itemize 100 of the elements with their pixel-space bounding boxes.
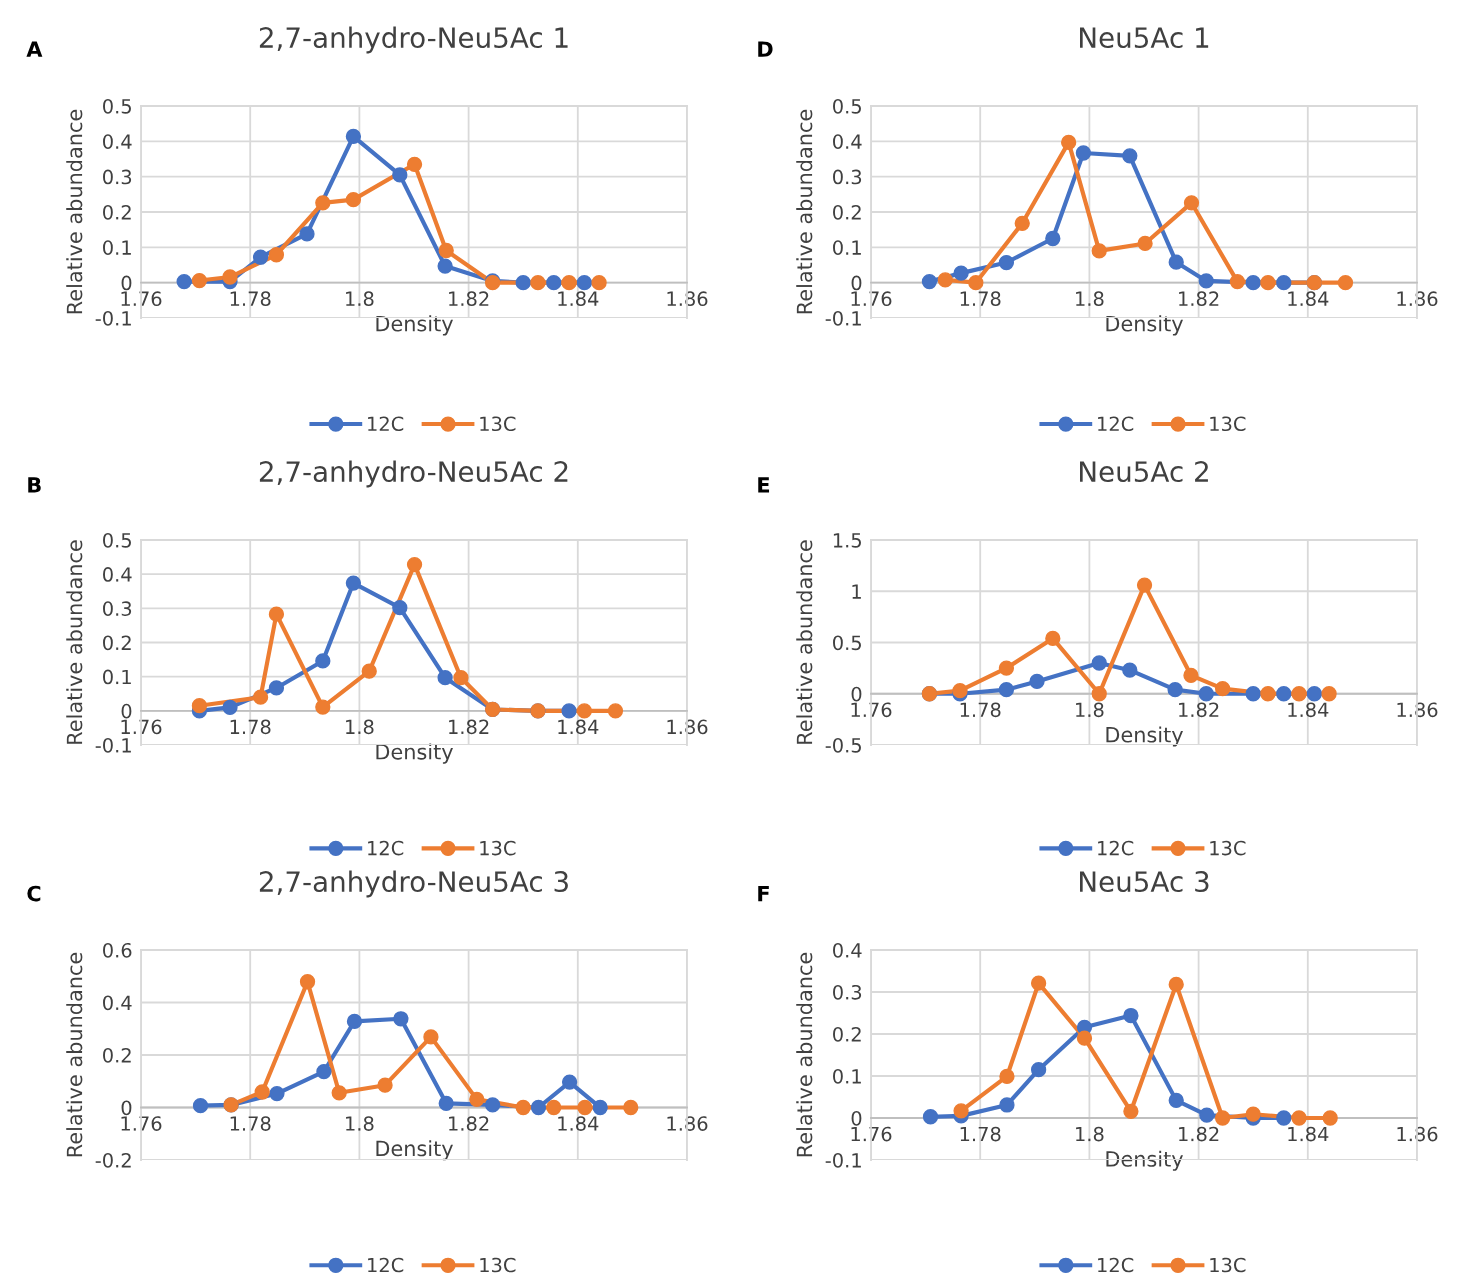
x-tick-label: 1.78 bbox=[230, 1116, 271, 1131]
x-tick-label: 1.86 bbox=[667, 719, 708, 735]
y-tick-label: 0.3 bbox=[103, 601, 132, 616]
y-tick-label: 0 bbox=[851, 275, 862, 291]
legend-label: 13C bbox=[480, 1257, 516, 1273]
x-tick-label: 1.76 bbox=[121, 291, 162, 307]
legend-label: 13C bbox=[480, 416, 516, 432]
y-tick-label: 0.1 bbox=[833, 240, 861, 255]
y-axis-title: Relative abundance bbox=[796, 109, 813, 314]
y-tick-label: -0.5 bbox=[825, 737, 861, 753]
x-tick-label: 1.86 bbox=[667, 1116, 708, 1131]
x-tick-label: 1.84 bbox=[1288, 702, 1329, 718]
legend-label: 13C bbox=[1210, 840, 1246, 856]
text: D bbox=[758, 41, 773, 57]
y-tick-label: 1.5 bbox=[833, 533, 861, 548]
y-tick-label: 0.2 bbox=[833, 204, 861, 220]
x-tick-label: 1.8 bbox=[346, 291, 374, 307]
y-tick-label: 0.2 bbox=[103, 204, 131, 220]
x-tick-label: 1.82 bbox=[449, 1116, 489, 1131]
x-tick-label: 1.82 bbox=[449, 291, 489, 307]
y-axis-title: Relative abundance bbox=[66, 952, 83, 1157]
x-tick-label: 1.76 bbox=[121, 1116, 162, 1131]
chart-title: Neu5Ac 2 bbox=[1080, 461, 1208, 483]
x-tick-label: 1.84 bbox=[558, 1116, 599, 1131]
y-tick-label: 0.4 bbox=[103, 995, 132, 1011]
x-tick-label: 1.8 bbox=[1076, 291, 1104, 307]
y-tick-label: 0 bbox=[121, 275, 132, 291]
y-tick-label: -0.1 bbox=[95, 310, 131, 326]
text: E bbox=[758, 477, 770, 493]
y-axis-title: Relative abundance bbox=[66, 109, 83, 314]
text: C bbox=[27, 885, 41, 902]
x-tick-label: 1.76 bbox=[851, 1126, 892, 1142]
x-tick-label: 1.76 bbox=[851, 291, 892, 307]
x-tick-label: 1.84 bbox=[558, 719, 599, 735]
y-tick-label: 0.1 bbox=[103, 240, 131, 255]
y-tick-label: 0.1 bbox=[103, 669, 131, 685]
chart-title: 2,7-anhydro-Neu5Ac 3 bbox=[259, 870, 568, 898]
y-tick-label: 1 bbox=[852, 584, 861, 599]
y-tick-label: 0 bbox=[851, 686, 862, 702]
chart-title: Neu5Ac 3 bbox=[1080, 871, 1209, 893]
x-tick-label: 1.8 bbox=[346, 1116, 374, 1131]
legend-label: 12C bbox=[1098, 1257, 1134, 1273]
y-tick-label: 0 bbox=[121, 703, 132, 719]
x-tick-label: 1.78 bbox=[230, 291, 271, 307]
legend-label: 12C bbox=[1098, 840, 1134, 856]
x-tick-label: 1.78 bbox=[960, 291, 1001, 307]
x-axis-title: Density bbox=[376, 1140, 453, 1161]
y-tick-label: 0.4 bbox=[103, 567, 132, 582]
y-tick-label: 0.1 bbox=[833, 1068, 861, 1084]
y-tick-label: 0 bbox=[851, 1110, 862, 1126]
x-tick-label: 1.86 bbox=[667, 291, 708, 307]
text: B bbox=[28, 477, 41, 493]
legend-label: 13C bbox=[1210, 416, 1246, 432]
x-tick-label: 1.82 bbox=[1179, 1126, 1219, 1142]
y-axis-title: Relative abundance bbox=[66, 540, 83, 744]
legend-label: 13C bbox=[480, 840, 516, 856]
x-axis-title: Density bbox=[376, 743, 453, 764]
x-tick-label: 1.78 bbox=[960, 702, 1001, 718]
x-tick-label: 1.8 bbox=[346, 719, 374, 735]
y-axis-title: Relative abundance bbox=[796, 540, 813, 744]
legend-label: 12C bbox=[1098, 416, 1134, 432]
y-tick-label: -0.1 bbox=[825, 1152, 861, 1168]
x-axis-title: Density bbox=[1106, 726, 1183, 747]
y-tick-label: 0.5 bbox=[103, 532, 131, 548]
y-tick-label: 0.4 bbox=[833, 134, 862, 149]
y-tick-label: 0.4 bbox=[833, 942, 862, 958]
x-tick-label: 1.82 bbox=[1179, 291, 1219, 307]
y-tick-label: 0.2 bbox=[833, 1026, 861, 1042]
y-tick-label: 0.5 bbox=[833, 98, 861, 114]
y-tick-label: 0.6 bbox=[103, 942, 132, 958]
y-tick-label: 0.4 bbox=[103, 134, 132, 149]
x-tick-label: 1.82 bbox=[1179, 702, 1219, 718]
y-tick-label: 0.5 bbox=[103, 98, 131, 114]
x-tick-label: 1.86 bbox=[1397, 1126, 1438, 1142]
y-tick-label: 0 bbox=[121, 1100, 132, 1116]
legend-label: 12C bbox=[368, 416, 404, 432]
text: A bbox=[26, 41, 43, 57]
chart-title: 2,7-anhydro-Neu5Ac 1 bbox=[259, 26, 568, 54]
x-tick-label: 1.86 bbox=[1397, 291, 1438, 307]
y-tick-label: 0.2 bbox=[103, 635, 131, 651]
text: F bbox=[758, 885, 769, 902]
legend-label: 12C bbox=[368, 840, 404, 856]
y-tick-label: 0.3 bbox=[833, 169, 862, 185]
legend-label: 12C bbox=[368, 1257, 404, 1273]
y-tick-label: 0.3 bbox=[833, 984, 862, 1000]
x-tick-label: 1.84 bbox=[1288, 291, 1329, 307]
x-tick-label: 1.86 bbox=[1397, 702, 1438, 718]
y-tick-label: -0.1 bbox=[825, 310, 861, 326]
x-axis-title: Density bbox=[376, 315, 453, 336]
x-tick-label: 1.84 bbox=[558, 291, 599, 307]
x-tick-label: 1.8 bbox=[1076, 1126, 1104, 1142]
x-tick-label: 1.78 bbox=[230, 719, 271, 735]
x-tick-label: 1.8 bbox=[1076, 702, 1104, 718]
y-tick-label: -0.1 bbox=[95, 737, 131, 753]
y-tick-label: -0.2 bbox=[95, 1152, 131, 1168]
x-axis-title: Density bbox=[1106, 315, 1183, 336]
y-tick-label: 0.2 bbox=[103, 1047, 131, 1063]
y-tick-label: 0.3 bbox=[103, 169, 132, 185]
x-tick-label: 1.84 bbox=[1288, 1126, 1329, 1142]
chart-title: Neu5Ac 1 bbox=[1080, 27, 1209, 49]
